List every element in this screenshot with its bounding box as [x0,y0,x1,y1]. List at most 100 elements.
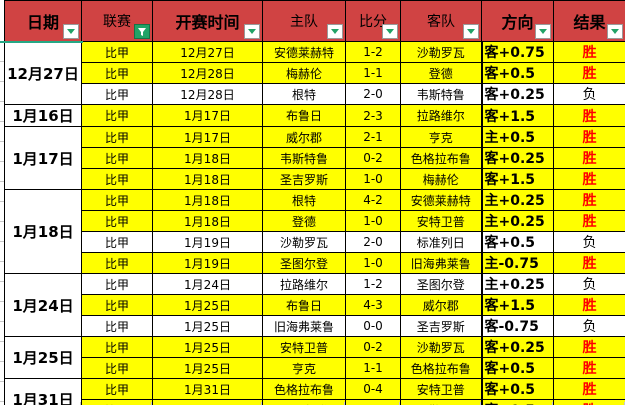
handicap-direction-cell[interactable]: 主+0.5 [480,126,554,148]
filter-active-button[interactable] [134,24,150,39]
away-team-cell[interactable]: 亨克 [400,126,482,148]
filter-dropdown-button[interactable] [535,24,551,39]
header-score[interactable]: 比分 [345,0,401,42]
away-team-cell[interactable]: 登德 [400,62,482,84]
header-kickoff-time[interactable]: 开赛时间 [152,0,263,42]
home-team-cell[interactable]: 圣吉罗斯 [262,168,346,190]
result-cell[interactable]: 负 [553,315,625,337]
away-team-cell[interactable]: 梅赫伦 [400,168,482,190]
header-home-team[interactable]: 主队 [262,0,346,42]
handicap-direction-cell[interactable]: 客+1.5 [480,294,554,316]
kickoff-time-cell[interactable]: 1月18日 [152,168,263,190]
handicap-direction-cell[interactable]: 主+0.25 [480,273,554,295]
league-cell[interactable]: 比甲 [81,126,153,148]
score-cell[interactable]: 4-3 [345,294,401,316]
handicap-direction-cell[interactable]: 主-0.75 [480,252,554,274]
home-team-cell[interactable]: 沙勒罗瓦 [262,231,346,253]
home-team-cell[interactable]: 登德 [262,210,346,232]
result-cell[interactable]: 胜 [553,357,625,379]
filter-dropdown-button[interactable] [607,24,623,39]
league-cell[interactable]: 比甲 [81,252,153,274]
kickoff-time-cell[interactable]: 1月18日 [152,210,263,232]
handicap-direction-cell[interactable]: 客+0.5 [480,62,554,84]
score-cell[interactable]: 1-1 [345,357,401,379]
league-cell[interactable]: 比甲 [81,83,153,105]
home-team-cell[interactable]: 色格拉布鲁 [262,378,346,400]
away-team-cell[interactable]: 沙勒罗瓦 [400,41,482,63]
home-team-cell[interactable]: 亨克 [262,357,346,379]
header-league[interactable]: 联赛 [81,0,153,42]
handicap-direction-cell[interactable]: 客+0.25 [480,336,554,358]
kickoff-time-cell[interactable]: 1月17日 [152,104,263,127]
score-cell[interactable]: 2-3 [345,104,401,127]
handicap-direction-cell[interactable]: 客+1.5 [480,168,554,190]
date-cell[interactable]: 1月16日 [4,104,82,127]
score-cell[interactable]: 0-2 [345,336,401,358]
result-cell[interactable]: 胜 [553,147,625,169]
away-team-cell[interactable]: 圣吉罗斯 [400,315,482,337]
handicap-direction-cell[interactable]: 主+0.25 [480,189,554,211]
kickoff-time-cell[interactable]: 1月24日 [152,273,263,295]
score-cell[interactable]: 2-1 [345,126,401,148]
away-team-cell[interactable]: 安特卫普 [400,378,482,400]
home-team-cell[interactable]: 安特卫普 [262,336,346,358]
home-team-cell[interactable]: 旧海弗莱鲁 [262,315,346,337]
header-date[interactable]: 日期 [4,0,82,42]
score-cell[interactable]: 1-0 [345,252,401,274]
kickoff-time-cell[interactable]: 1月19日 [152,231,263,253]
score-cell[interactable]: 0-0 [345,315,401,337]
header-direction[interactable]: 方向 [481,0,554,42]
away-team-cell[interactable]: 色格拉布鲁 [400,147,482,169]
league-cell[interactable]: 比甲 [81,62,153,84]
kickoff-time-cell[interactable]: 1月25日 [152,357,263,379]
result-cell[interactable]: 胜 [553,294,625,316]
result-cell[interactable]: 胜 [553,378,625,400]
home-team-cell[interactable]: 圣图尔登 [262,252,346,274]
filter-dropdown-button[interactable] [327,24,343,39]
header-result[interactable]: 结果 [553,0,625,42]
date-cell[interactable]: 1月31日 [4,378,82,405]
result-cell[interactable]: 胜 [553,168,625,190]
league-cell[interactable]: 比甲 [81,336,153,358]
kickoff-time-cell[interactable]: 1月19日 [152,252,263,274]
score-cell[interactable]: 2-0 [345,83,401,105]
home-team-cell[interactable]: 安德莱赫特 [262,41,346,63]
result-cell[interactable]: 胜 [553,104,625,127]
league-cell[interactable]: 比甲 [81,210,153,232]
handicap-direction-cell[interactable]: 客+1.5 [480,104,554,127]
handicap-direction-cell[interactable]: 客+0.75 [480,41,554,63]
score-cell[interactable]: 2-0 [345,231,401,253]
league-cell[interactable]: 比甲 [81,104,153,127]
date-cell[interactable]: 1月25日 [4,336,82,379]
filter-dropdown-button[interactable] [63,24,79,39]
away-team-cell[interactable]: 拉路维尔 [400,104,482,127]
handicap-direction-cell[interactable]: 客+0.5 [480,357,554,379]
kickoff-time-cell[interactable]: 12月28日 [152,62,263,84]
date-cell[interactable]: 12月27日 [4,41,82,105]
handicap-direction-cell[interactable]: 主+0.25 [480,210,554,232]
league-cell[interactable]: 比甲 [81,231,153,253]
league-cell[interactable]: 比甲 [81,357,153,379]
result-cell[interactable]: 胜 [553,252,625,274]
score-cell[interactable]: 0-2 [345,147,401,169]
home-team-cell[interactable]: 根特 [262,83,346,105]
result-cell[interactable]: 胜 [553,210,625,232]
handicap-direction-cell[interactable]: 客+0.25 [480,147,554,169]
kickoff-time-cell[interactable]: 1月25日 [152,294,263,316]
away-team-cell[interactable]: 威尔郡 [400,294,482,316]
kickoff-time-cell[interactable]: 1月31日 [152,378,263,400]
date-cell[interactable]: 1月17日 [4,126,82,190]
away-team-cell[interactable]: 沙勒罗瓦 [400,336,482,358]
score-cell[interactable]: 1-2 [345,273,401,295]
kickoff-time-cell[interactable]: 1月25日 [152,315,263,337]
filter-dropdown-button[interactable] [463,24,479,39]
away-team-cell[interactable]: 安特卫普 [400,210,482,232]
handicap-direction-cell[interactable]: 客+0.25 [480,83,554,105]
kickoff-time-cell[interactable]: 1月17日 [152,126,263,148]
league-cell[interactable]: 比甲 [81,315,153,337]
kickoff-time-cell[interactable]: 12月28日 [152,83,263,105]
score-cell[interactable]: 1-0 [345,210,401,232]
away-team-cell[interactable]: 标准列日 [400,231,482,253]
away-team-cell[interactable]: 安德莱赫特 [400,189,482,211]
score-cell[interactable]: 1-0 [345,168,401,190]
